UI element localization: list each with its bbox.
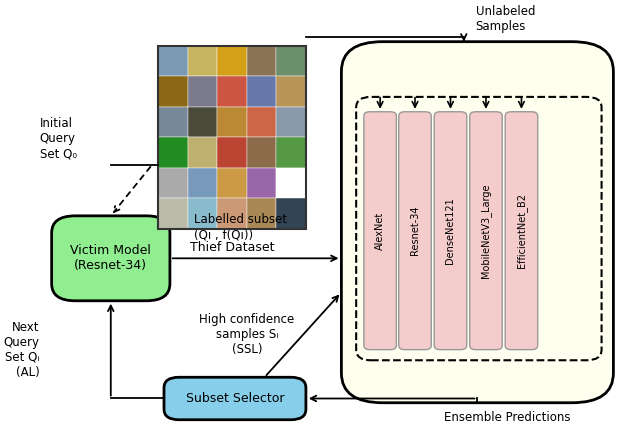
Text: Initial
Query
Set Q₀: Initial Query Set Q₀	[40, 117, 77, 160]
FancyBboxPatch shape	[342, 42, 614, 403]
FancyBboxPatch shape	[399, 112, 431, 349]
Bar	[217, 76, 247, 107]
Bar	[276, 46, 306, 76]
Bar	[158, 107, 188, 137]
Bar	[217, 46, 247, 76]
Bar	[276, 168, 306, 198]
Bar	[247, 137, 276, 168]
Bar	[276, 198, 306, 228]
Text: Thief Dataset: Thief Dataset	[190, 241, 274, 254]
Bar	[158, 168, 188, 198]
Bar	[247, 46, 276, 76]
Bar	[247, 198, 276, 228]
Bar	[158, 46, 188, 76]
Text: Labelled subset
(Qi , f(Qi)): Labelled subset (Qi , f(Qi))	[193, 213, 286, 241]
FancyBboxPatch shape	[434, 112, 467, 349]
Bar	[188, 46, 217, 76]
Text: MobileNetV3_Large: MobileNetV3_Large	[480, 183, 492, 278]
FancyBboxPatch shape	[505, 112, 538, 349]
Text: DenseNet121: DenseNet121	[445, 197, 455, 264]
Bar	[188, 198, 217, 228]
Bar	[158, 137, 188, 168]
FancyBboxPatch shape	[51, 216, 170, 301]
Text: Victim Model
(Resnet-34): Victim Model (Resnet-34)	[70, 244, 151, 272]
Bar	[247, 107, 276, 137]
Text: Subset Selector: Subset Selector	[186, 392, 284, 405]
Text: Ensemble Predictions: Ensemble Predictions	[444, 411, 570, 424]
Bar	[247, 76, 276, 107]
Text: Resnet-34: Resnet-34	[410, 206, 420, 255]
Bar	[276, 76, 306, 107]
Bar	[188, 168, 217, 198]
Text: Unlabeled
Samples: Unlabeled Samples	[475, 5, 535, 33]
FancyBboxPatch shape	[364, 112, 396, 349]
Bar	[276, 137, 306, 168]
Text: AlexNet: AlexNet	[375, 211, 385, 250]
Text: Next
Query
Set Qᵢ
(AL): Next Query Set Qᵢ (AL)	[4, 321, 40, 379]
Bar	[158, 46, 306, 228]
Bar	[158, 76, 188, 107]
Bar	[188, 107, 217, 137]
Bar	[276, 107, 306, 137]
Bar	[247, 168, 276, 198]
Bar	[217, 168, 247, 198]
Bar	[217, 107, 247, 137]
Text: EfficientNet_B2: EfficientNet_B2	[516, 193, 527, 268]
Bar	[158, 198, 188, 228]
Bar	[217, 137, 247, 168]
FancyBboxPatch shape	[164, 377, 306, 420]
Bar	[188, 137, 217, 168]
Text: High confidence
samples Sᵢ
(SSL): High confidence samples Sᵢ (SSL)	[199, 313, 295, 356]
FancyBboxPatch shape	[470, 112, 502, 349]
Bar	[188, 76, 217, 107]
Bar	[217, 198, 247, 228]
